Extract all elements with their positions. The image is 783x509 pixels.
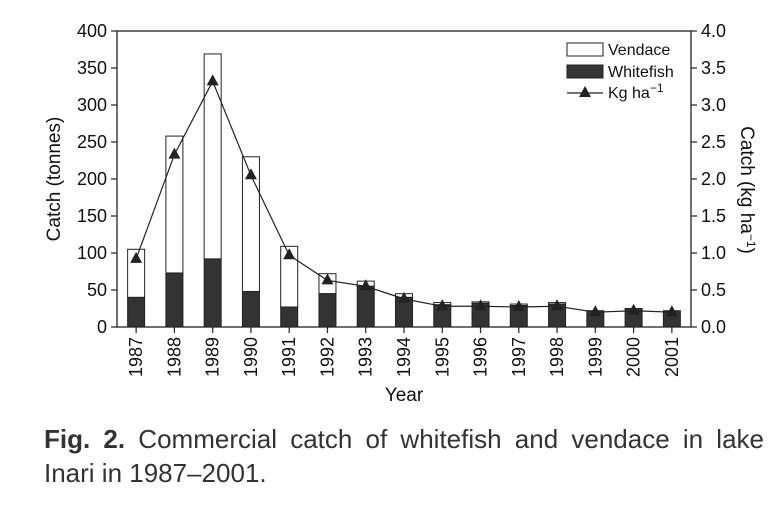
marker-kgha-1994 [398, 291, 410, 303]
bar-whitefish-1990 [241, 290, 260, 328]
bars [127, 53, 681, 328]
bar-whitefish-1987 [127, 296, 146, 328]
left-tick-label: 250 [77, 132, 107, 152]
legend-label-whitefish: Whitefish [608, 64, 674, 81]
marker-kgha-1988 [168, 147, 181, 159]
x-axis-label: Year [385, 385, 424, 406]
marker-kgha-1987 [130, 251, 143, 263]
x-tick-label-1992: 1992 [317, 337, 337, 377]
bar-whitefish-1988 [165, 272, 184, 328]
legend-label-vendace: Vendace [608, 42, 670, 59]
left-tick-label: 50 [87, 280, 107, 300]
marker-kgha-1990 [244, 168, 257, 180]
x-tick-label-1993: 1993 [356, 337, 376, 377]
marker-kgha-1996 [474, 299, 487, 311]
right-tick-label: 2.0 [701, 169, 726, 189]
marker-kgha-2001 [665, 305, 678, 317]
plot-frame [116, 30, 692, 328]
right-tick-label: 0.5 [701, 280, 726, 300]
line-series [130, 74, 678, 317]
bar-whitefish-1993 [356, 285, 375, 328]
x-tick-label-1996: 1996 [471, 337, 491, 377]
legend-swatch-whitefish [566, 64, 604, 79]
marker-kgha-1995 [436, 299, 449, 311]
marker-kgha-1989 [206, 74, 219, 86]
right-tick-label: 4.0 [701, 21, 726, 41]
legend-marker-kgha [579, 86, 591, 97]
bar-whitefish-1992 [318, 293, 337, 328]
marker-kgha-1992 [321, 273, 334, 285]
chart: 0 50 100 150 200 250 300 350 400 0.0 0.5 1.0 1.5 2.0… [44, 21, 758, 406]
bar-whitefish-1989 [203, 258, 222, 328]
left-tick-label: 400 [77, 21, 107, 41]
legend-swatch-vendace [566, 42, 604, 57]
right-tick-label: 3.0 [701, 95, 726, 115]
x-tick-label-1987: 1987 [126, 337, 146, 377]
right-tick-label: 1.0 [701, 243, 726, 263]
x-tick-label-2001: 2001 [662, 337, 682, 377]
left-tick-label: 150 [77, 206, 107, 226]
legend: Vendace Whitefish Kg ha−1 [566, 42, 674, 102]
x-tick-label-1995: 1995 [432, 337, 452, 377]
x-tick-label-1999: 1999 [585, 337, 605, 377]
x-tick-label-1990: 1990 [241, 337, 261, 377]
right-tick-label: 1.5 [701, 206, 726, 226]
marker-kgha-1997 [512, 300, 525, 312]
bar-whitefish-1991 [280, 306, 299, 328]
y-axis-label: Catch (tonnes) [44, 117, 65, 242]
marker-kgha-1991 [283, 248, 296, 260]
marker-kgha-1999 [589, 305, 602, 317]
x-tick-label-1988: 1988 [164, 337, 184, 377]
y-axis-right-label: Catch (kg ha−1) [736, 126, 758, 254]
marker-kgha-1998 [551, 299, 564, 311]
figure-caption-text: Commercial catch of whitefish and vendac… [44, 424, 764, 488]
x-tick-label-1991: 1991 [279, 337, 299, 377]
x-tick-label-2000: 2000 [624, 337, 644, 377]
legend-label-kgha: Kg ha−1 [608, 81, 664, 102]
left-tick-label: 350 [77, 58, 107, 78]
right-tick-label: 0.0 [701, 317, 726, 337]
left-tick-label: 100 [77, 243, 107, 263]
right-tick-label: 3.5 [701, 58, 726, 78]
right-axis: 0.0 0.5 1.0 1.5 2.0 2.5 3.0 3.5 4.0 [691, 21, 726, 337]
left-tick-label: 300 [77, 95, 107, 115]
x-axis: 1987 1988 1989 1990 1991 1992 1993 1994 1995 1996… [126, 327, 682, 377]
x-tick-label-1997: 1997 [509, 337, 529, 377]
x-tick-label-1994: 1994 [394, 337, 414, 377]
marker-kgha-2000 [627, 303, 640, 315]
right-tick-label: 2.5 [701, 132, 726, 152]
figure-caption-label: Fig. 2. [44, 424, 126, 454]
left-tick-label: 200 [77, 169, 107, 189]
left-tick-label: 0 [97, 317, 107, 337]
x-tick-label-1989: 1989 [203, 337, 223, 377]
figure-caption: Fig. 2. Commercial catch of whitefish an… [44, 422, 764, 490]
x-tick-label-1998: 1998 [547, 337, 567, 377]
marker-kgha-1993 [359, 279, 372, 291]
left-axis: 0 50 100 150 200 250 300 350 400 [77, 21, 117, 337]
